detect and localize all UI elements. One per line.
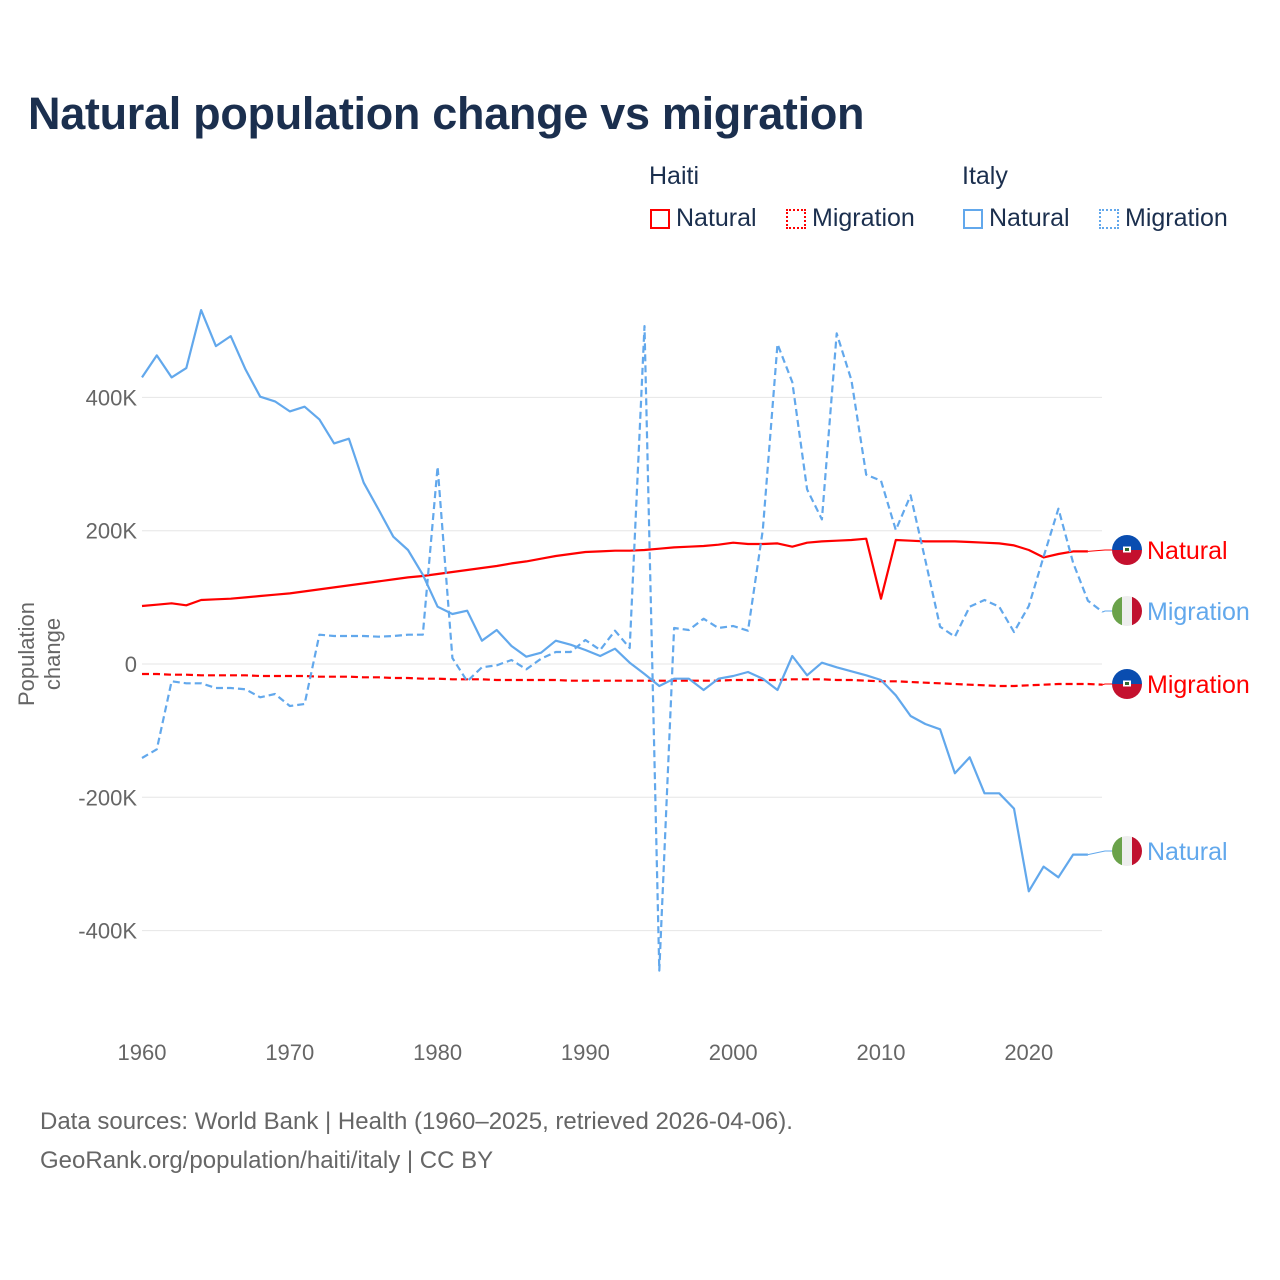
leader-line	[1102, 610, 1112, 613]
x-tick-label: 2020	[1004, 1040, 1053, 1065]
flag-emblem	[1125, 548, 1129, 551]
legend-haiti-migration[interactable]: Migration	[786, 204, 915, 233]
legend-swatch-dotted-blue	[1099, 208, 1119, 229]
haiti-flag-icon	[1112, 669, 1142, 699]
legend-label: Migration	[1125, 204, 1228, 232]
legend-haiti-natural[interactable]: Natural	[650, 204, 757, 233]
haiti-migration-line	[142, 672, 1103, 688]
flag-fill	[1112, 535, 1142, 565]
y-tick-label: -400K	[78, 919, 137, 944]
italy-natural-line	[141, 309, 1088, 893]
flag-fill	[1112, 836, 1142, 866]
flag-stripe	[1122, 596, 1132, 626]
series-end-label: Migration	[1147, 671, 1250, 699]
legend-italy-natural[interactable]: Natural	[963, 204, 1070, 233]
chart-title: Natural population change vs migration	[28, 88, 865, 139]
y-tick-label: 200K	[86, 519, 138, 544]
series-end-label: Natural	[1147, 838, 1228, 866]
y-tick-label: 0	[125, 652, 137, 677]
x-tick-label: 1990	[561, 1040, 610, 1065]
legend-group-haiti: Haiti	[649, 162, 700, 190]
flag-fill	[1112, 596, 1142, 626]
flag-stripe	[1112, 836, 1122, 866]
flag-fill	[1112, 669, 1142, 699]
legend-italy-migration[interactable]: Migration	[1099, 204, 1228, 233]
flag-stripe	[1122, 836, 1132, 866]
haiti-flag-icon	[1112, 535, 1142, 565]
x-tick-label: 2000	[709, 1040, 758, 1065]
flag-stripe	[1112, 596, 1122, 626]
y-tick-label: 400K	[86, 385, 138, 410]
haiti-natural-line	[141, 537, 1088, 608]
legend-label: Natural	[989, 204, 1070, 232]
x-tick-label: 1980	[413, 1040, 462, 1065]
leader-line	[1087, 549, 1112, 552]
x-tick-label: 1970	[265, 1040, 314, 1065]
footer-url[interactable]: GeoRank.org/population/haiti/italy | CC …	[40, 1147, 494, 1174]
leader-line	[1102, 683, 1112, 686]
flag-stripe	[1112, 684, 1142, 699]
legend-swatch-solid-red	[650, 208, 670, 229]
flag-emblem	[1125, 682, 1129, 685]
series-end-label: Migration	[1147, 598, 1250, 626]
flag-stripe	[1132, 836, 1142, 866]
italy-migration-line	[141, 325, 1104, 972]
legend-group-italy: Italy	[962, 162, 1008, 190]
flag-stripe	[1132, 596, 1142, 626]
footer-sources: Data sources: World Bank | Health (1960–…	[40, 1108, 793, 1135]
legend-label: Natural	[676, 204, 757, 232]
italy-flag-icon	[1112, 836, 1142, 866]
series-end-label: Natural	[1147, 537, 1228, 565]
legend-label: Migration	[812, 204, 915, 232]
x-tick-label: 2010	[857, 1040, 906, 1065]
italy-flag-icon	[1112, 596, 1142, 626]
flag-stripe	[1112, 550, 1142, 565]
y-tick-label: -200K	[78, 785, 137, 810]
x-tick-label: 1960	[118, 1040, 167, 1065]
legend-swatch-dotted-red	[786, 208, 806, 229]
flag-stripe	[1112, 535, 1142, 550]
leader-line	[1087, 850, 1112, 856]
legend-swatch-solid-blue	[963, 208, 983, 229]
flag-stripe	[1112, 669, 1142, 684]
